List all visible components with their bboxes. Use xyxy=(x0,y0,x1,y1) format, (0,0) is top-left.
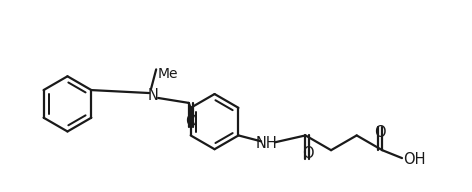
Text: NH: NH xyxy=(255,136,277,151)
Text: O: O xyxy=(185,113,196,128)
Text: OH: OH xyxy=(403,151,425,167)
Text: O: O xyxy=(374,125,386,140)
Text: N: N xyxy=(148,88,159,103)
Text: Me: Me xyxy=(157,67,177,81)
Text: O: O xyxy=(302,146,313,161)
